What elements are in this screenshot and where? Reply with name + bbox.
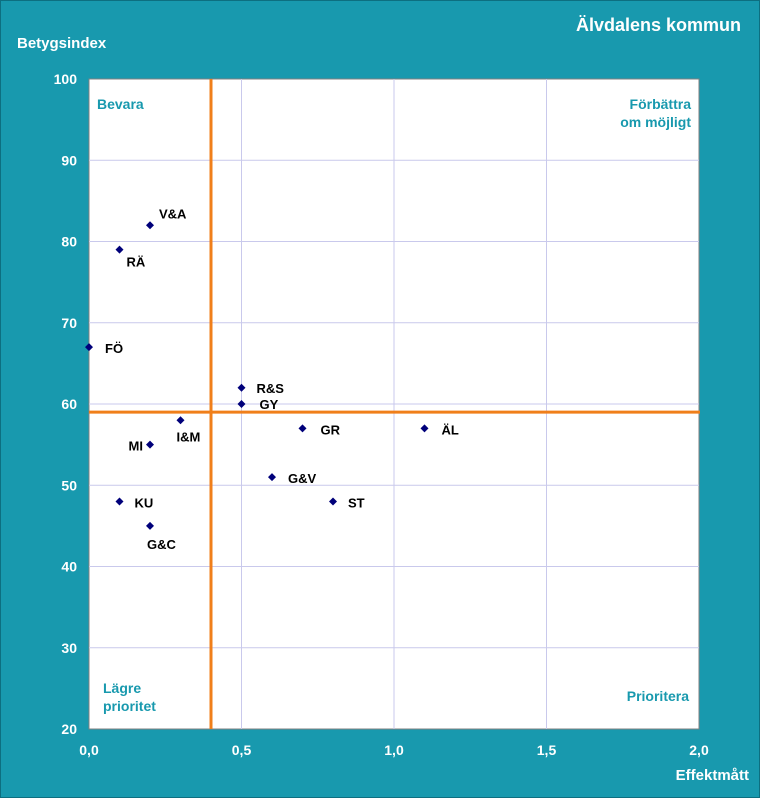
data-point bbox=[329, 497, 337, 506]
data-point bbox=[146, 440, 154, 449]
y-tick-label: 40 bbox=[61, 559, 77, 575]
quadrant-label-top-right: om möjligt bbox=[620, 114, 691, 130]
data-point-label: RÄ bbox=[127, 255, 146, 270]
data-point-label: GY bbox=[260, 397, 279, 412]
data-point-label: KU bbox=[135, 496, 154, 511]
y-tick-label: 90 bbox=[61, 152, 77, 168]
data-point bbox=[146, 221, 154, 230]
x-tick-label: 1,5 bbox=[537, 742, 557, 758]
quadrant-label-top-left: Bevara bbox=[97, 96, 144, 112]
y-tick-label: 60 bbox=[61, 396, 77, 412]
quadrant-label-top-right: Förbättra bbox=[630, 96, 692, 112]
data-point-label: ST bbox=[348, 496, 365, 511]
data-point bbox=[268, 473, 276, 482]
x-axis-label: Effektmått bbox=[675, 767, 749, 784]
y-axis-label: Betygsindex bbox=[17, 35, 107, 52]
y-tick-label: 30 bbox=[61, 640, 77, 656]
data-point bbox=[237, 400, 246, 408]
data-point bbox=[176, 416, 185, 425]
y-tick-label: 80 bbox=[61, 234, 77, 250]
y-tick-label: 100 bbox=[54, 71, 78, 87]
data-point bbox=[115, 497, 124, 506]
data-point bbox=[115, 245, 124, 254]
quadrant-label-bottom-left: prioritet bbox=[103, 698, 156, 714]
data-point-label: V&A bbox=[159, 206, 187, 221]
y-tick-label: 50 bbox=[61, 477, 77, 493]
data-point-label: G&C bbox=[147, 537, 177, 552]
data-point-label: MI bbox=[129, 439, 143, 454]
data-point-label: ÄL bbox=[442, 422, 459, 437]
data-point-label: R&S bbox=[257, 381, 285, 396]
x-tick-label: 1,0 bbox=[384, 742, 404, 758]
data-point-label: G&V bbox=[288, 471, 317, 486]
data-point-label: FÖ bbox=[105, 341, 123, 356]
y-tick-label: 70 bbox=[61, 315, 77, 331]
quadrant-label-bottom-right: Prioritera bbox=[627, 688, 689, 704]
data-point bbox=[237, 383, 246, 392]
data-point-label: I&M bbox=[177, 429, 201, 444]
quadrant-label-bottom-left: Lägre bbox=[103, 680, 141, 696]
x-tick-label: 0,5 bbox=[232, 742, 252, 758]
data-point-label: GR bbox=[321, 422, 341, 437]
data-point bbox=[420, 424, 429, 433]
x-tick-label: 2,0 bbox=[689, 742, 709, 758]
chart-title: Älvdalens kommun bbox=[575, 15, 741, 35]
data-point bbox=[85, 343, 93, 352]
x-tick-label: 0,0 bbox=[79, 742, 99, 758]
data-point bbox=[298, 424, 307, 433]
y-tick-label: 20 bbox=[61, 721, 77, 737]
data-point bbox=[146, 521, 154, 530]
